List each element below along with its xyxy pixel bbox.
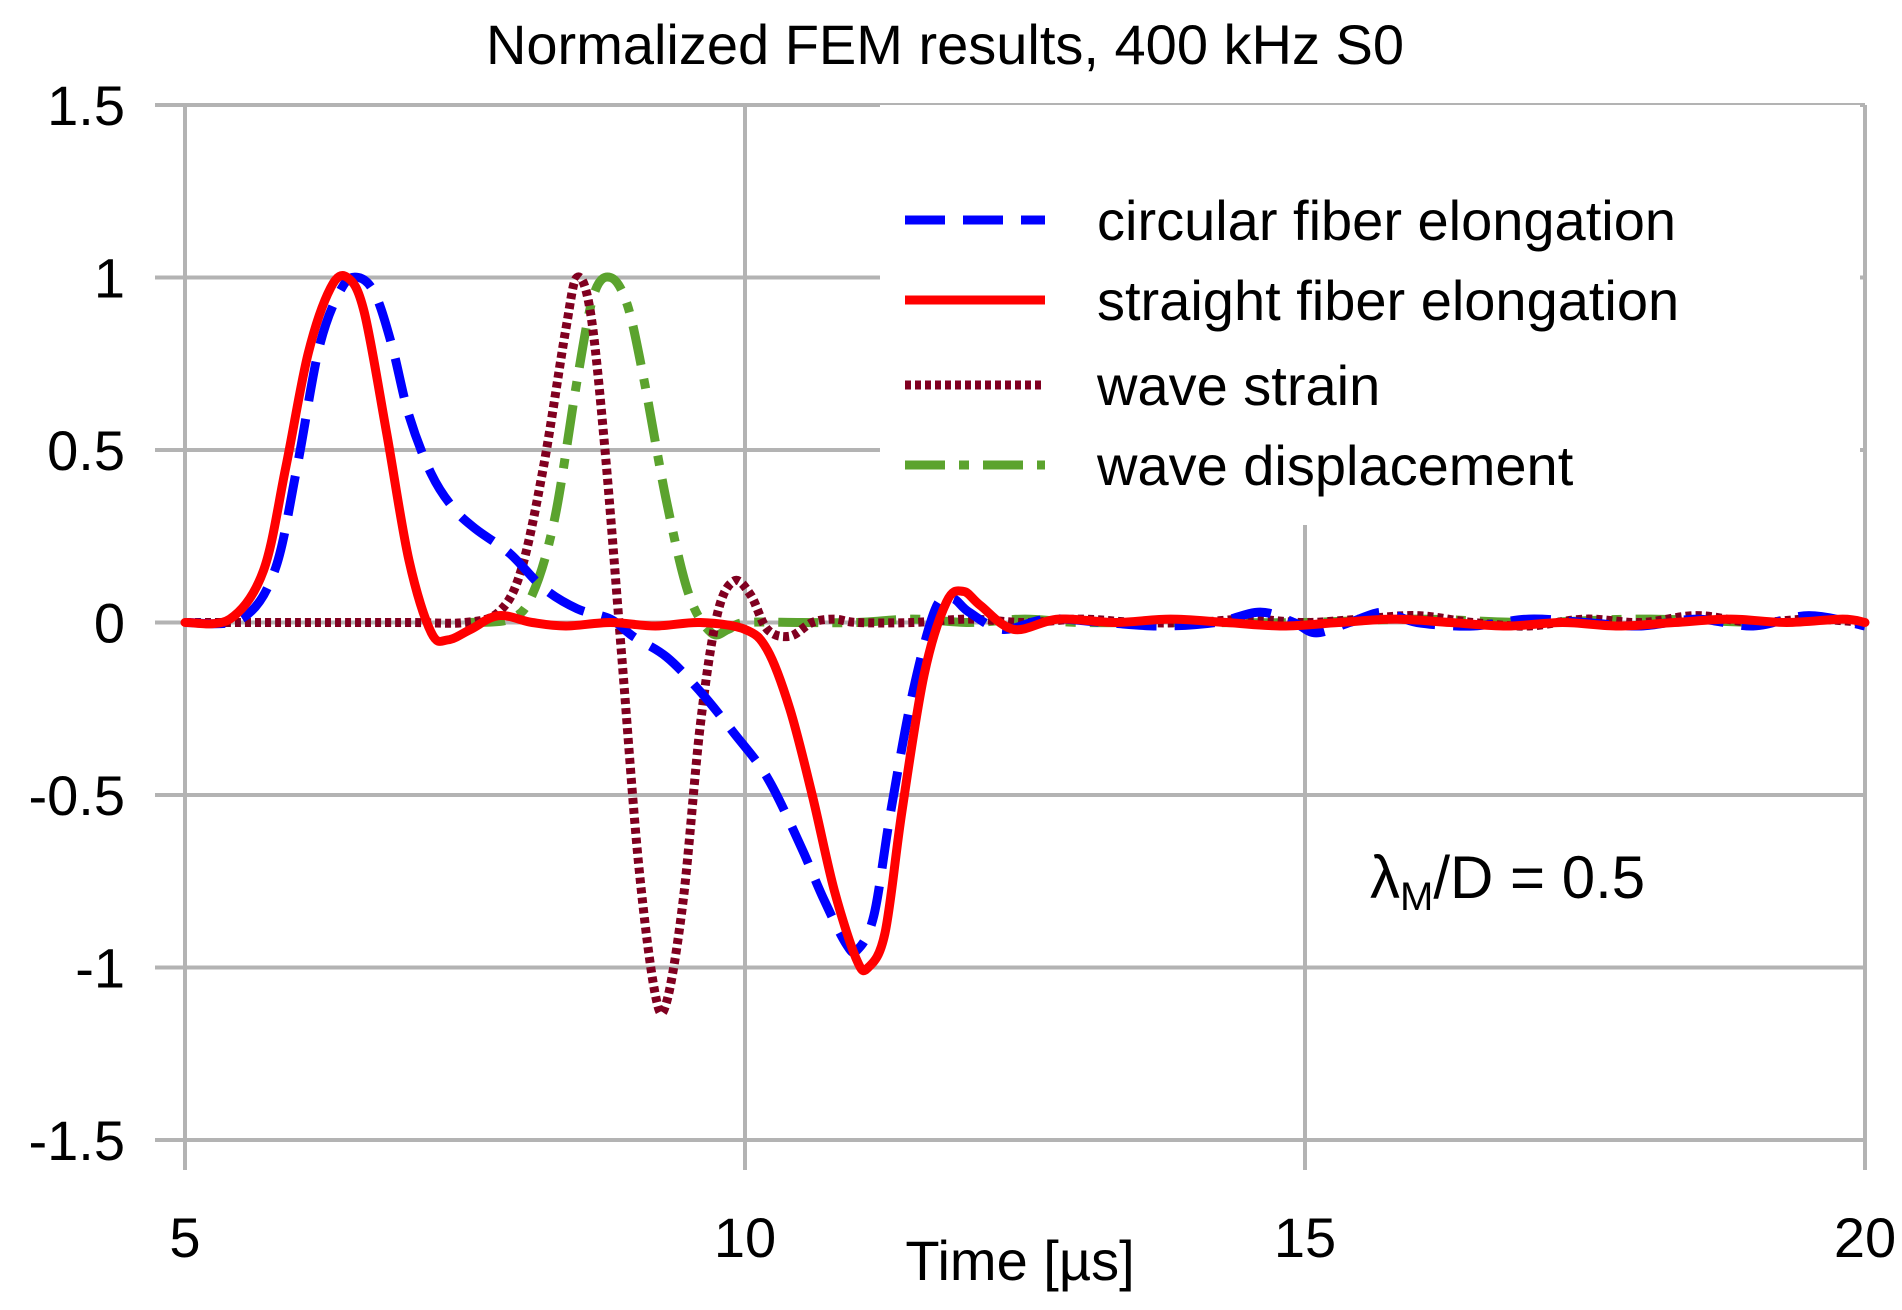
annotation-subscript: M [1400,875,1433,919]
y-tick-label: 0.5 [47,419,125,482]
x-tick-label: 15 [1274,1206,1336,1269]
annotation-lambda: λ [1370,844,1400,911]
x-tick-label: 10 [714,1206,776,1269]
series-line-wave-strain [185,272,1866,1018]
series-layer [180,271,1870,1018]
y-tick-label: -1 [75,937,125,1000]
legend: circular fiber elongation straight fiber … [905,189,1679,497]
legend-label: wave strain [1096,354,1380,417]
y-tick-label: -1.5 [29,1109,126,1172]
annotation-ratio: λM/D = 0.5 [1370,844,1645,919]
legend-background [880,105,1860,525]
x-axis-label: Time [µs] [905,1229,1134,1292]
y-tick-label: 0 [94,592,125,655]
legend-label: wave displacement [1096,434,1574,497]
x-tick-label: 5 [169,1206,200,1269]
y-tick-label: 1.5 [47,74,125,137]
x-tick-label: 20 [1834,1206,1896,1269]
y-tick-label: 1 [94,247,125,310]
y-tick-labels: 1.5 1 0.5 0 -0.5 -1 -1.5 [29,74,126,1172]
legend-label: straight fiber elongation [1097,269,1679,332]
series-line-straight-fiber-elongation [180,271,1870,976]
legend-label: circular fiber elongation [1097,189,1676,252]
y-tick-label: -0.5 [29,764,126,827]
chart-title: Normalized FEM results, 400 kHz S0 [486,13,1404,76]
x-tick-labels: 5 10 15 20 [169,1206,1896,1269]
annotation-rest: /D = 0.5 [1433,844,1645,911]
